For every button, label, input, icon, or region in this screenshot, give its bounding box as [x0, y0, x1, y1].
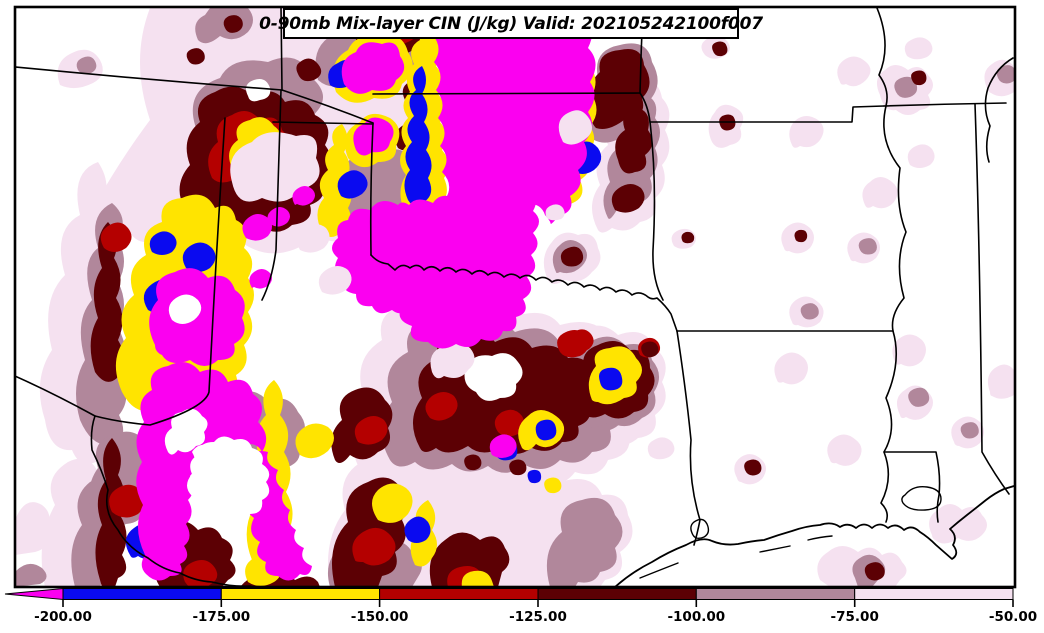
colorbar-segment [220, 588, 381, 600]
border-ok-ar [649, 121, 664, 301]
border-tn-ms [883, 102, 1007, 107]
border-ok-ks [372, 92, 641, 95]
map-title: 0-90mb Mix-layer CIN (J/kg) Valid: 20210… [259, 8, 763, 39]
colorbar-segment [695, 588, 856, 600]
colorbar-tick-label-5: -75.00 [831, 609, 879, 625]
colorbar-segment [854, 588, 1014, 600]
colorbar-ticks [62, 599, 1014, 607]
coastline [614, 485, 1014, 586]
colorbar-tick-label-0: -200.00 [34, 609, 92, 625]
colorbar-tick-label-1: -175.00 [192, 609, 250, 625]
map-frame [13, 5, 1017, 589]
border-mo-ar [639, 92, 885, 123]
border-tx-panhandle-west [369, 122, 374, 256]
border-ok-panhandle-south [272, 121, 374, 125]
colorbar-tick-label-4: -100.00 [667, 609, 725, 625]
border-vertical-west [280, 8, 283, 91]
border-ms-al [974, 103, 1010, 495]
border-37n-west [16, 66, 283, 91]
border-co-nm [281, 89, 374, 124]
colorbar-tick-label-6: -50.00 [989, 609, 1037, 625]
map-title-text: 0-90mb Mix-layer CIN (J/kg) Valid: 20210… [259, 13, 763, 34]
border-ms-la [883, 451, 941, 523]
state-borders [16, 8, 1014, 586]
lake-pontchartrain [901, 485, 942, 511]
rio-grande [16, 375, 253, 586]
colorbar-segment [379, 588, 539, 600]
border-tx-la [676, 330, 701, 546]
galveston-bay [690, 518, 710, 540]
colorbar-tick-label-3: -125.00 [509, 609, 567, 625]
red-river [370, 254, 678, 332]
border-nm-inner [261, 89, 282, 301]
colorbar-tick-label-2: -150.00 [351, 609, 409, 625]
colorbar-arrow [4, 587, 64, 601]
colorbar-segment [62, 588, 222, 600]
cin-shaded-field [16, 8, 1014, 586]
border-nm-tx-west [94, 117, 226, 426]
mississippi-river [876, 8, 907, 523]
colorbar-segment [537, 588, 697, 600]
colorbar: -200.00 -175.00 -150.00 -125.00 -100.00 … [4, 587, 1037, 625]
tennessee-river [984, 57, 1014, 163]
